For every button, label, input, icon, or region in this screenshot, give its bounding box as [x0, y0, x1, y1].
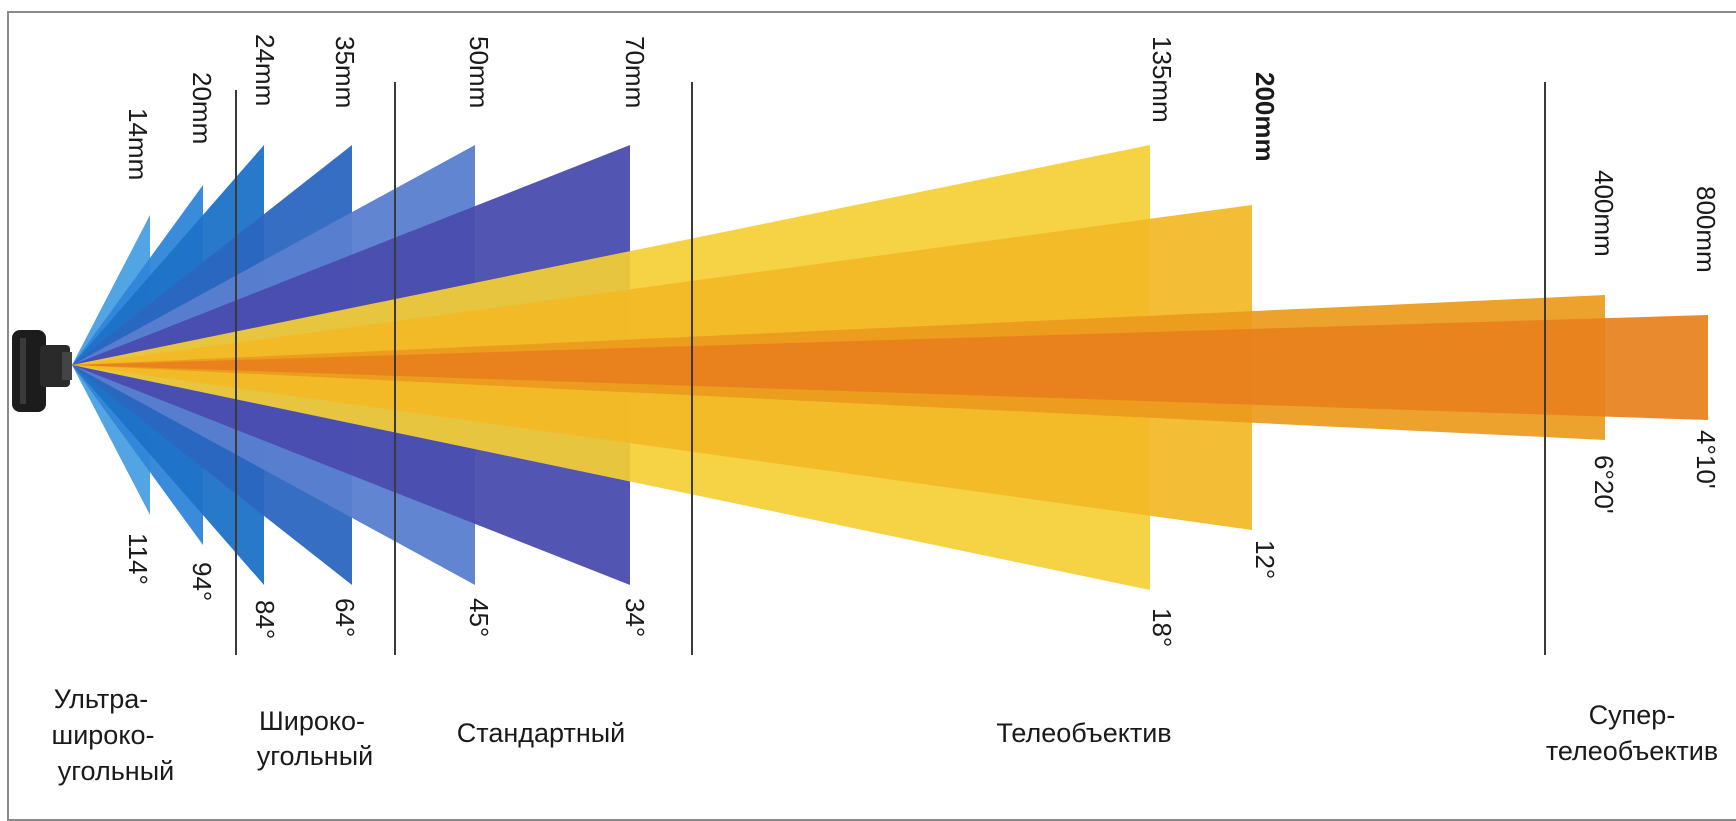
angle-label-135mm: 18°	[1147, 608, 1177, 647]
angle-label-50mm: 45°	[464, 598, 494, 637]
angle-label-35mm: 64°	[330, 598, 360, 637]
category-super-telephoto: Супер- телеобъектив	[1546, 700, 1718, 766]
category-ultra-wide-line-2: широко-	[52, 720, 155, 750]
frame-border	[7, 11, 1736, 821]
angle-label-200mm: 12°	[1250, 540, 1280, 579]
focal-label-14mm: 14mm	[123, 108, 153, 180]
category-super-telephoto-line-1: Супер-	[1589, 700, 1676, 730]
focal-label-200mm: 200mm	[1250, 72, 1280, 162]
category-telephoto: Телеобъектив	[996, 718, 1171, 748]
category-wide: Широко- угольный	[257, 706, 373, 771]
angle-label-20mm: 94°	[187, 562, 217, 601]
focal-label-70mm: 70mm	[620, 36, 650, 108]
angle-label-400mm: 6°20'	[1589, 455, 1619, 514]
category-labels: Ультра- широко- угольный Широко- угольны…	[52, 684, 1719, 786]
category-super-telephoto-line-2: телеобъектив	[1546, 736, 1718, 766]
category-ultra-wide: Ультра- широко- угольный	[52, 684, 175, 786]
angle-label-24mm: 84°	[250, 600, 280, 639]
focal-label-800mm: 800mm	[1691, 186, 1721, 273]
category-telephoto-line-1: Телеобъектив	[996, 718, 1171, 748]
focal-label-35mm: 35mm	[330, 36, 360, 108]
focal-label-20mm: 20mm	[187, 72, 217, 144]
category-standard-line-1: Стандартный	[457, 718, 625, 748]
lens-beams	[72, 145, 1708, 590]
category-wide-line-2: угольный	[257, 741, 373, 771]
focal-label-50mm: 50mm	[464, 36, 494, 108]
focal-labels: 14mm 20mm 24mm 35mm 50mm 70mm 135mm 200m…	[123, 34, 1721, 273]
category-ultra-wide-line-1: Ультра-	[54, 684, 148, 714]
angle-label-14mm: 114°	[123, 533, 153, 585]
focal-label-400mm: 400mm	[1589, 170, 1619, 257]
category-ultra-wide-line-3: угольный	[58, 756, 174, 786]
beam-800mm	[72, 315, 1708, 420]
focal-label-135mm: 135mm	[1147, 36, 1177, 123]
category-standard: Стандартный	[457, 718, 625, 748]
category-wide-line-1: Широко-	[259, 706, 365, 736]
camera-icon	[12, 330, 72, 412]
angle-label-800mm: 4°10'	[1691, 430, 1721, 489]
angle-label-70mm: 34°	[620, 598, 650, 637]
angle-labels: 114° 94° 84° 64° 45° 34° 18° 12° 6°20' 4…	[123, 430, 1721, 647]
focal-label-24mm: 24mm	[250, 34, 280, 106]
category-dividers	[235, 82, 1546, 655]
